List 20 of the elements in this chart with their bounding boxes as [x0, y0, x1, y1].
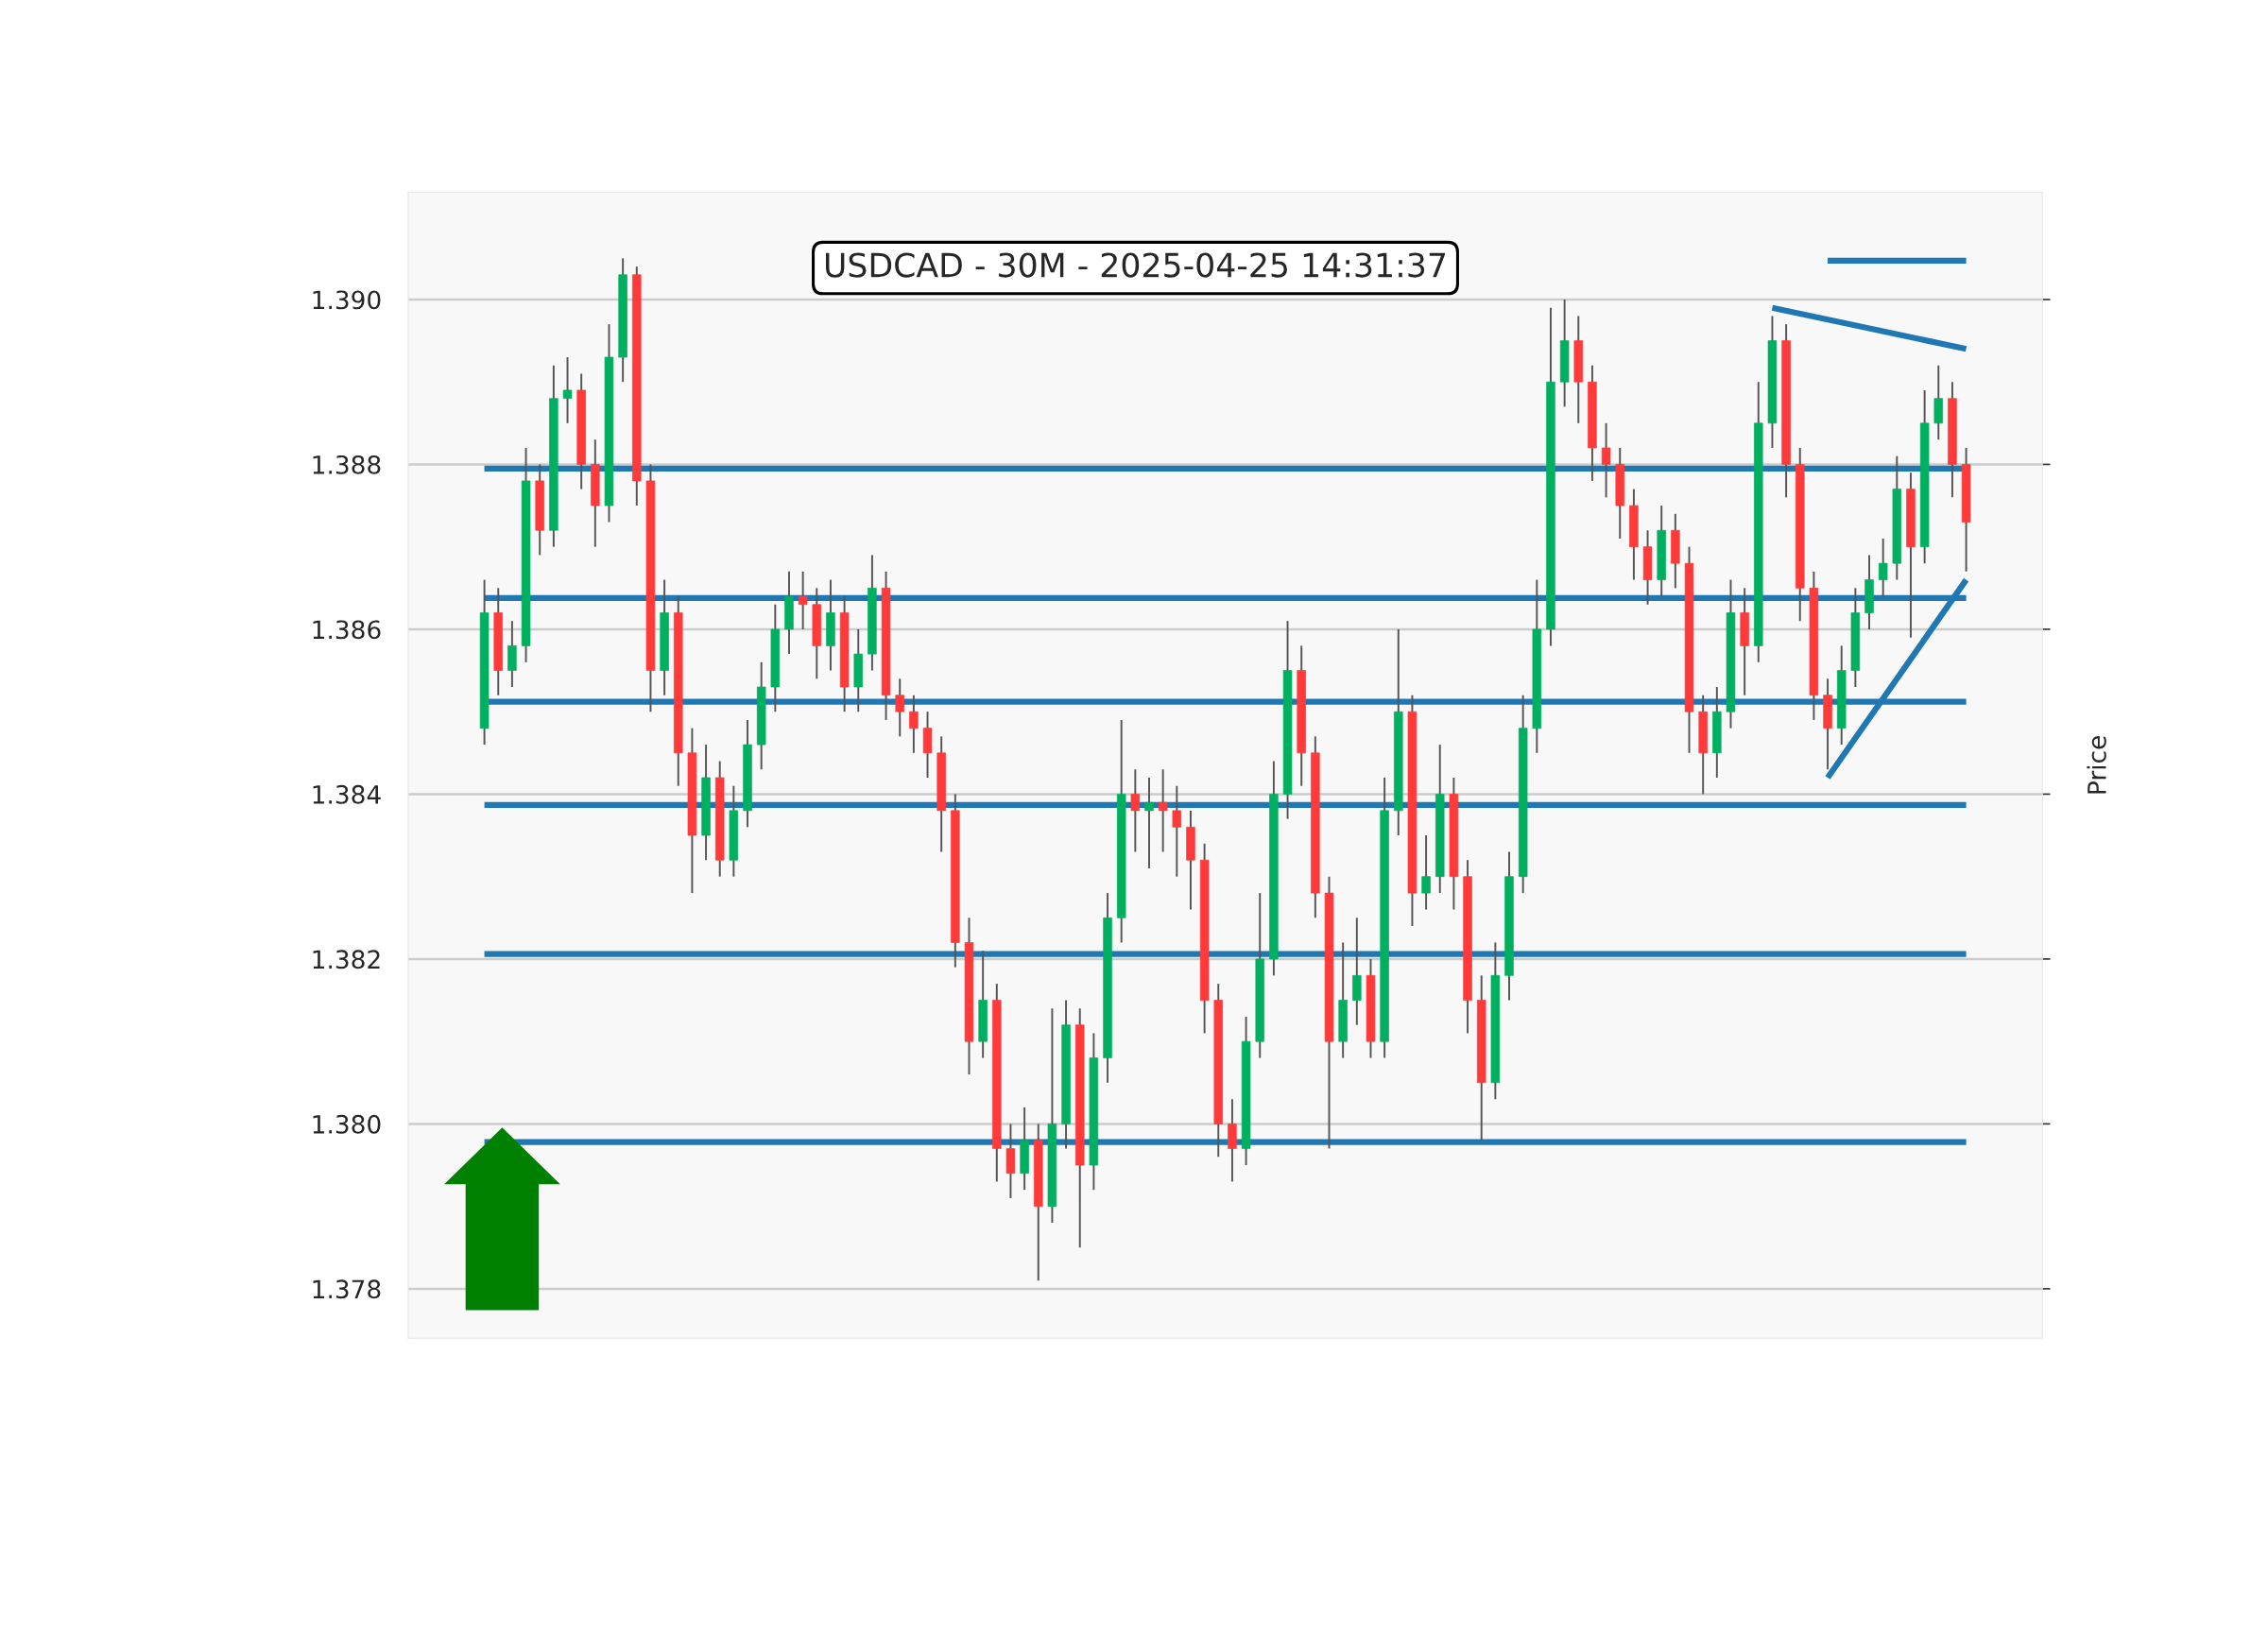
- candlestick: [1144, 777, 1154, 869]
- candlestick: [1130, 768, 1141, 853]
- y-tick-label: 1.390: [313, 290, 381, 310]
- y-axis-title: Price: [2087, 736, 2106, 794]
- candlestick: [562, 356, 573, 424]
- candlestick: [1158, 768, 1168, 853]
- candlestick: [895, 678, 904, 738]
- candlestick: [909, 694, 919, 754]
- candlestick: [1878, 538, 1888, 598]
- candlestick: [1421, 834, 1431, 911]
- text: USDCAD - 30M - 2025-04-25 14:31:37: [825, 252, 1446, 278]
- y-tick-label: 1.380: [313, 1114, 381, 1134]
- y-tick-label: 1.382: [313, 950, 380, 969]
- y-tick-label: 1.388: [313, 455, 381, 474]
- y-tick-label: 1.386: [313, 620, 381, 640]
- y-tick-label: 1.378: [313, 1279, 381, 1299]
- candlestick: [798, 570, 808, 630]
- candlestick: [1172, 784, 1182, 878]
- y-tick-label: 1.384: [313, 784, 381, 804]
- candlestick: [1601, 421, 1611, 499]
